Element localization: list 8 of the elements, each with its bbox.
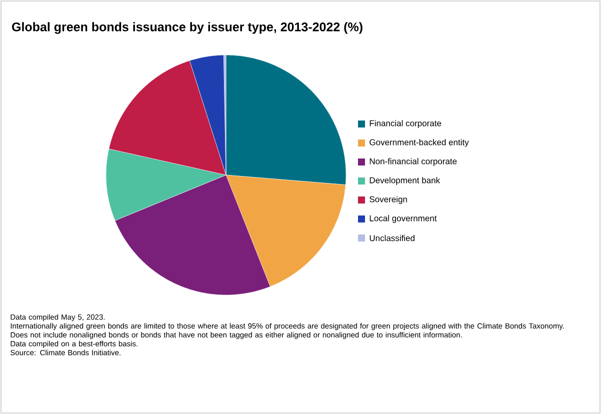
legend-label: Unclassified	[370, 234, 414, 242]
legend-label: Non-financial corporate	[370, 158, 457, 166]
legend-label: Development bank	[370, 177, 440, 185]
legend-label: Financial corporate	[370, 120, 442, 128]
legend-label: Sovereign	[370, 196, 407, 204]
legend-label: Government-backed entity	[370, 139, 469, 147]
legend-label: Local government	[370, 215, 437, 223]
chart-title: Global green bonds issuance by issuer type, 2013-2022 (%)	[12, 22, 362, 34]
